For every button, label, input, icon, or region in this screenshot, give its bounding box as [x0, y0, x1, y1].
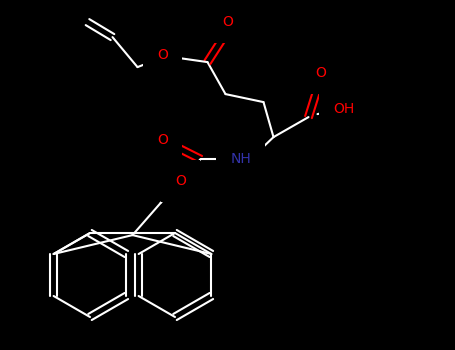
- Text: O: O: [315, 66, 326, 80]
- Text: O: O: [222, 15, 233, 29]
- Text: O: O: [157, 133, 168, 147]
- Text: OH: OH: [333, 102, 354, 116]
- Text: O: O: [175, 174, 186, 188]
- Text: NH: NH: [230, 152, 251, 166]
- Text: O: O: [157, 48, 168, 62]
